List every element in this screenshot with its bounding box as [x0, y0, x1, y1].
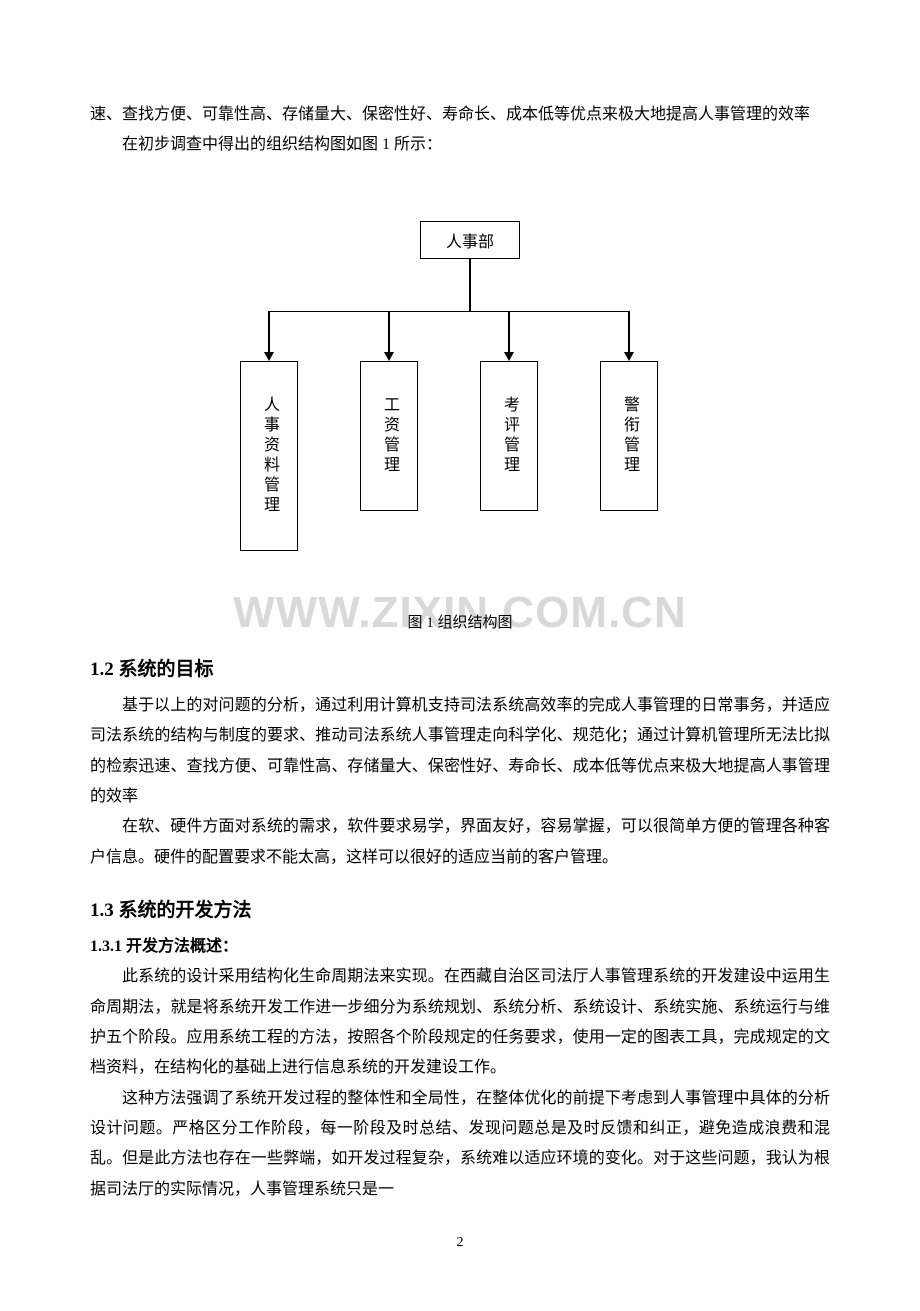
section-1-3-1-paragraph-2: 这种方法强调了系统开发过程的整体性和全局性，在整体优化的前提下考虑到人事管理中具… [90, 1084, 830, 1206]
page-number: 2 [90, 1235, 830, 1251]
section-1-3-1-heading: 1.3.1 开发方法概述： [90, 932, 830, 956]
org-chart: 人事部人事资料管理 工资管理 考评管理 警衔管理 [200, 221, 720, 601]
intro-paragraph-1: 速、查找方便、可靠性高、存储量大、保密性好、寿命长、成本低等优点来极大地提高人事… [90, 100, 830, 130]
section-1-2-paragraph-1: 基于以上的对问题的分析，通过利用计算机支持司法系统高效率的完成人事管理的日常事务… [90, 691, 830, 813]
org-root-node: 人事部 [420, 221, 520, 259]
org-child-node: 考评管理 [480, 361, 538, 511]
section-1-2-heading: 1.2 系统的目标 [90, 654, 830, 681]
section-1-3-heading: 1.3 系统的开发方法 [90, 895, 830, 922]
intro-paragraph-2: 在初步调查中得出的组织结构图如图 1 所示： [90, 130, 830, 160]
org-child-node: 人事资料管理 [240, 361, 298, 551]
org-child-node: 警衔管理 [600, 361, 658, 511]
org-child-node: 工资管理 [360, 361, 418, 511]
org-chart-caption: 图 1 组织结构图 [90, 611, 830, 632]
section-1-2-paragraph-2: 在软、硬件方面对系统的需求，软件要求易学，界面友好，容易掌握，可以很简单方便的管… [90, 812, 830, 873]
section-1-3-1-paragraph-1: 此系统的设计采用结构化生命周期法来实现。在西藏自治区司法厅人事管理系统的开发建设… [90, 962, 830, 1084]
